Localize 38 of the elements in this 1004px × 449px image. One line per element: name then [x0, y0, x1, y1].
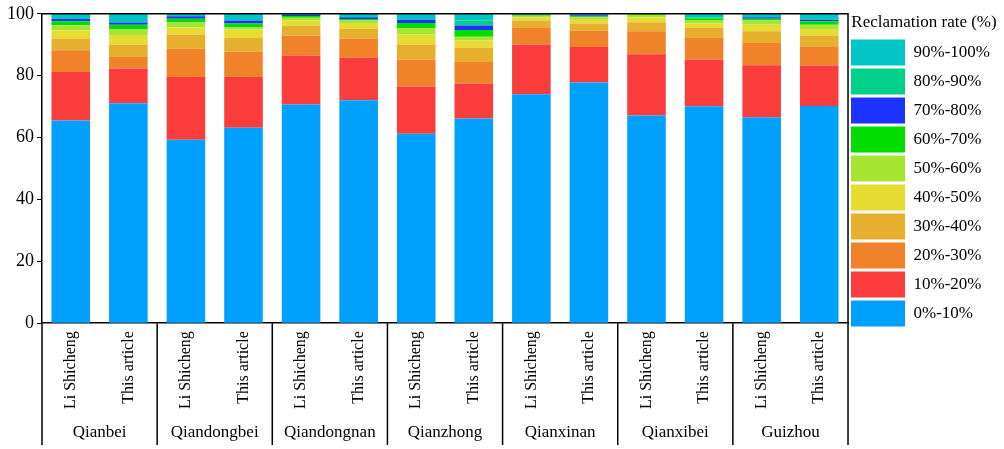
legend-title: Reclamation rate (%): [851, 11, 997, 31]
legend-label: 90%-100%: [913, 41, 990, 61]
legend-label: 0%-10%: [913, 302, 973, 322]
text: Qianbei: [72, 422, 127, 442]
text: Qianxibei: [641, 422, 710, 442]
legend-label: 50%-60%: [913, 157, 982, 177]
x-tick-label: This article: [118, 331, 136, 404]
text: Qianzhong: [407, 422, 483, 442]
text: Qianxinan: [524, 422, 597, 442]
y-tick-label: 20: [16, 250, 34, 271]
legend-label: 70%-80%: [913, 99, 982, 119]
legend-label: 30%-40%: [913, 215, 982, 235]
x-tick-label: This article: [464, 331, 481, 404]
y-tick-label: 60: [16, 126, 34, 147]
x-tick-label: Li Shicheng: [751, 331, 770, 409]
legend-label: 20%-30%: [913, 244, 982, 264]
x-tick-label: Li Shicheng: [521, 331, 540, 409]
x-tick-label: This article: [233, 331, 251, 404]
legend-label: 10%-20%: [913, 273, 982, 293]
y-tick-label: 100: [7, 2, 34, 23]
legend-label: 60%-70%: [913, 128, 982, 148]
y-tick-label: 0: [25, 311, 34, 332]
x-tick-label: This article: [348, 331, 366, 404]
x-tick-label: Li Shicheng: [176, 331, 195, 409]
x-tick-label: This article: [579, 331, 597, 404]
x-tick-label: Li Shicheng: [636, 331, 655, 409]
y-tick-label: 80: [16, 64, 34, 85]
x-tick-label: This article: [809, 331, 827, 404]
text: Qiandongnan: [284, 422, 377, 442]
x-tick-label: Li Shicheng: [60, 331, 79, 409]
x-tick-label: Li Shicheng: [291, 331, 310, 409]
legend-label: 80%-90%: [913, 70, 982, 90]
x-tick-label: This article: [694, 331, 712, 404]
legend-label: 40%-50%: [913, 186, 982, 206]
text: Guizhou: [761, 422, 821, 442]
y-tick-label: 40: [16, 188, 34, 209]
x-tick-label: Li Shicheng: [406, 331, 425, 409]
text: Qiandongbei: [170, 422, 259, 442]
